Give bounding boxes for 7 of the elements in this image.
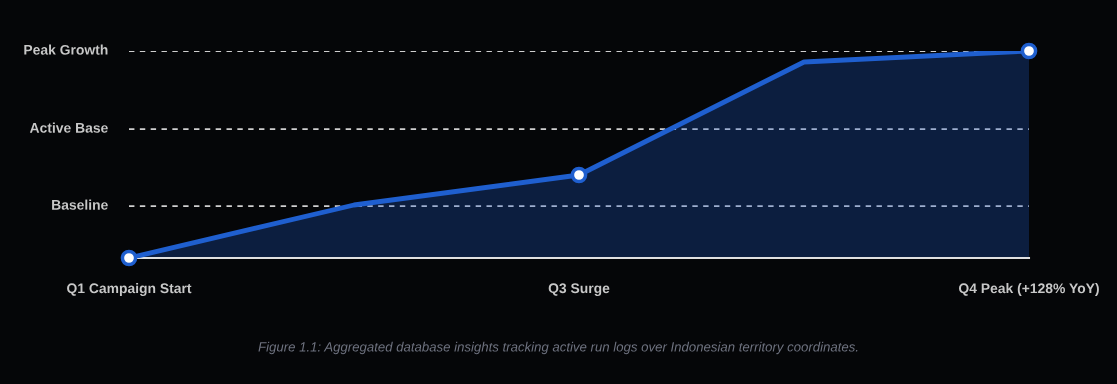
ref-line-label: Baseline (52, 199, 108, 210)
x-tick-label: Q3 Surge (548, 283, 610, 296)
x-tick-label: Q4 Peak (+128% YoY) (958, 283, 1099, 296)
x-tick-label: Q1 Campaign Start (67, 283, 192, 297)
ref-line-label: Active Base (29, 122, 108, 133)
caption: Figure 1.1: Aggregated database insights tracking active run logs over Indonesian territory coordinates. (258, 341, 858, 355)
ref-line-label: Peak Growth (24, 44, 108, 55)
